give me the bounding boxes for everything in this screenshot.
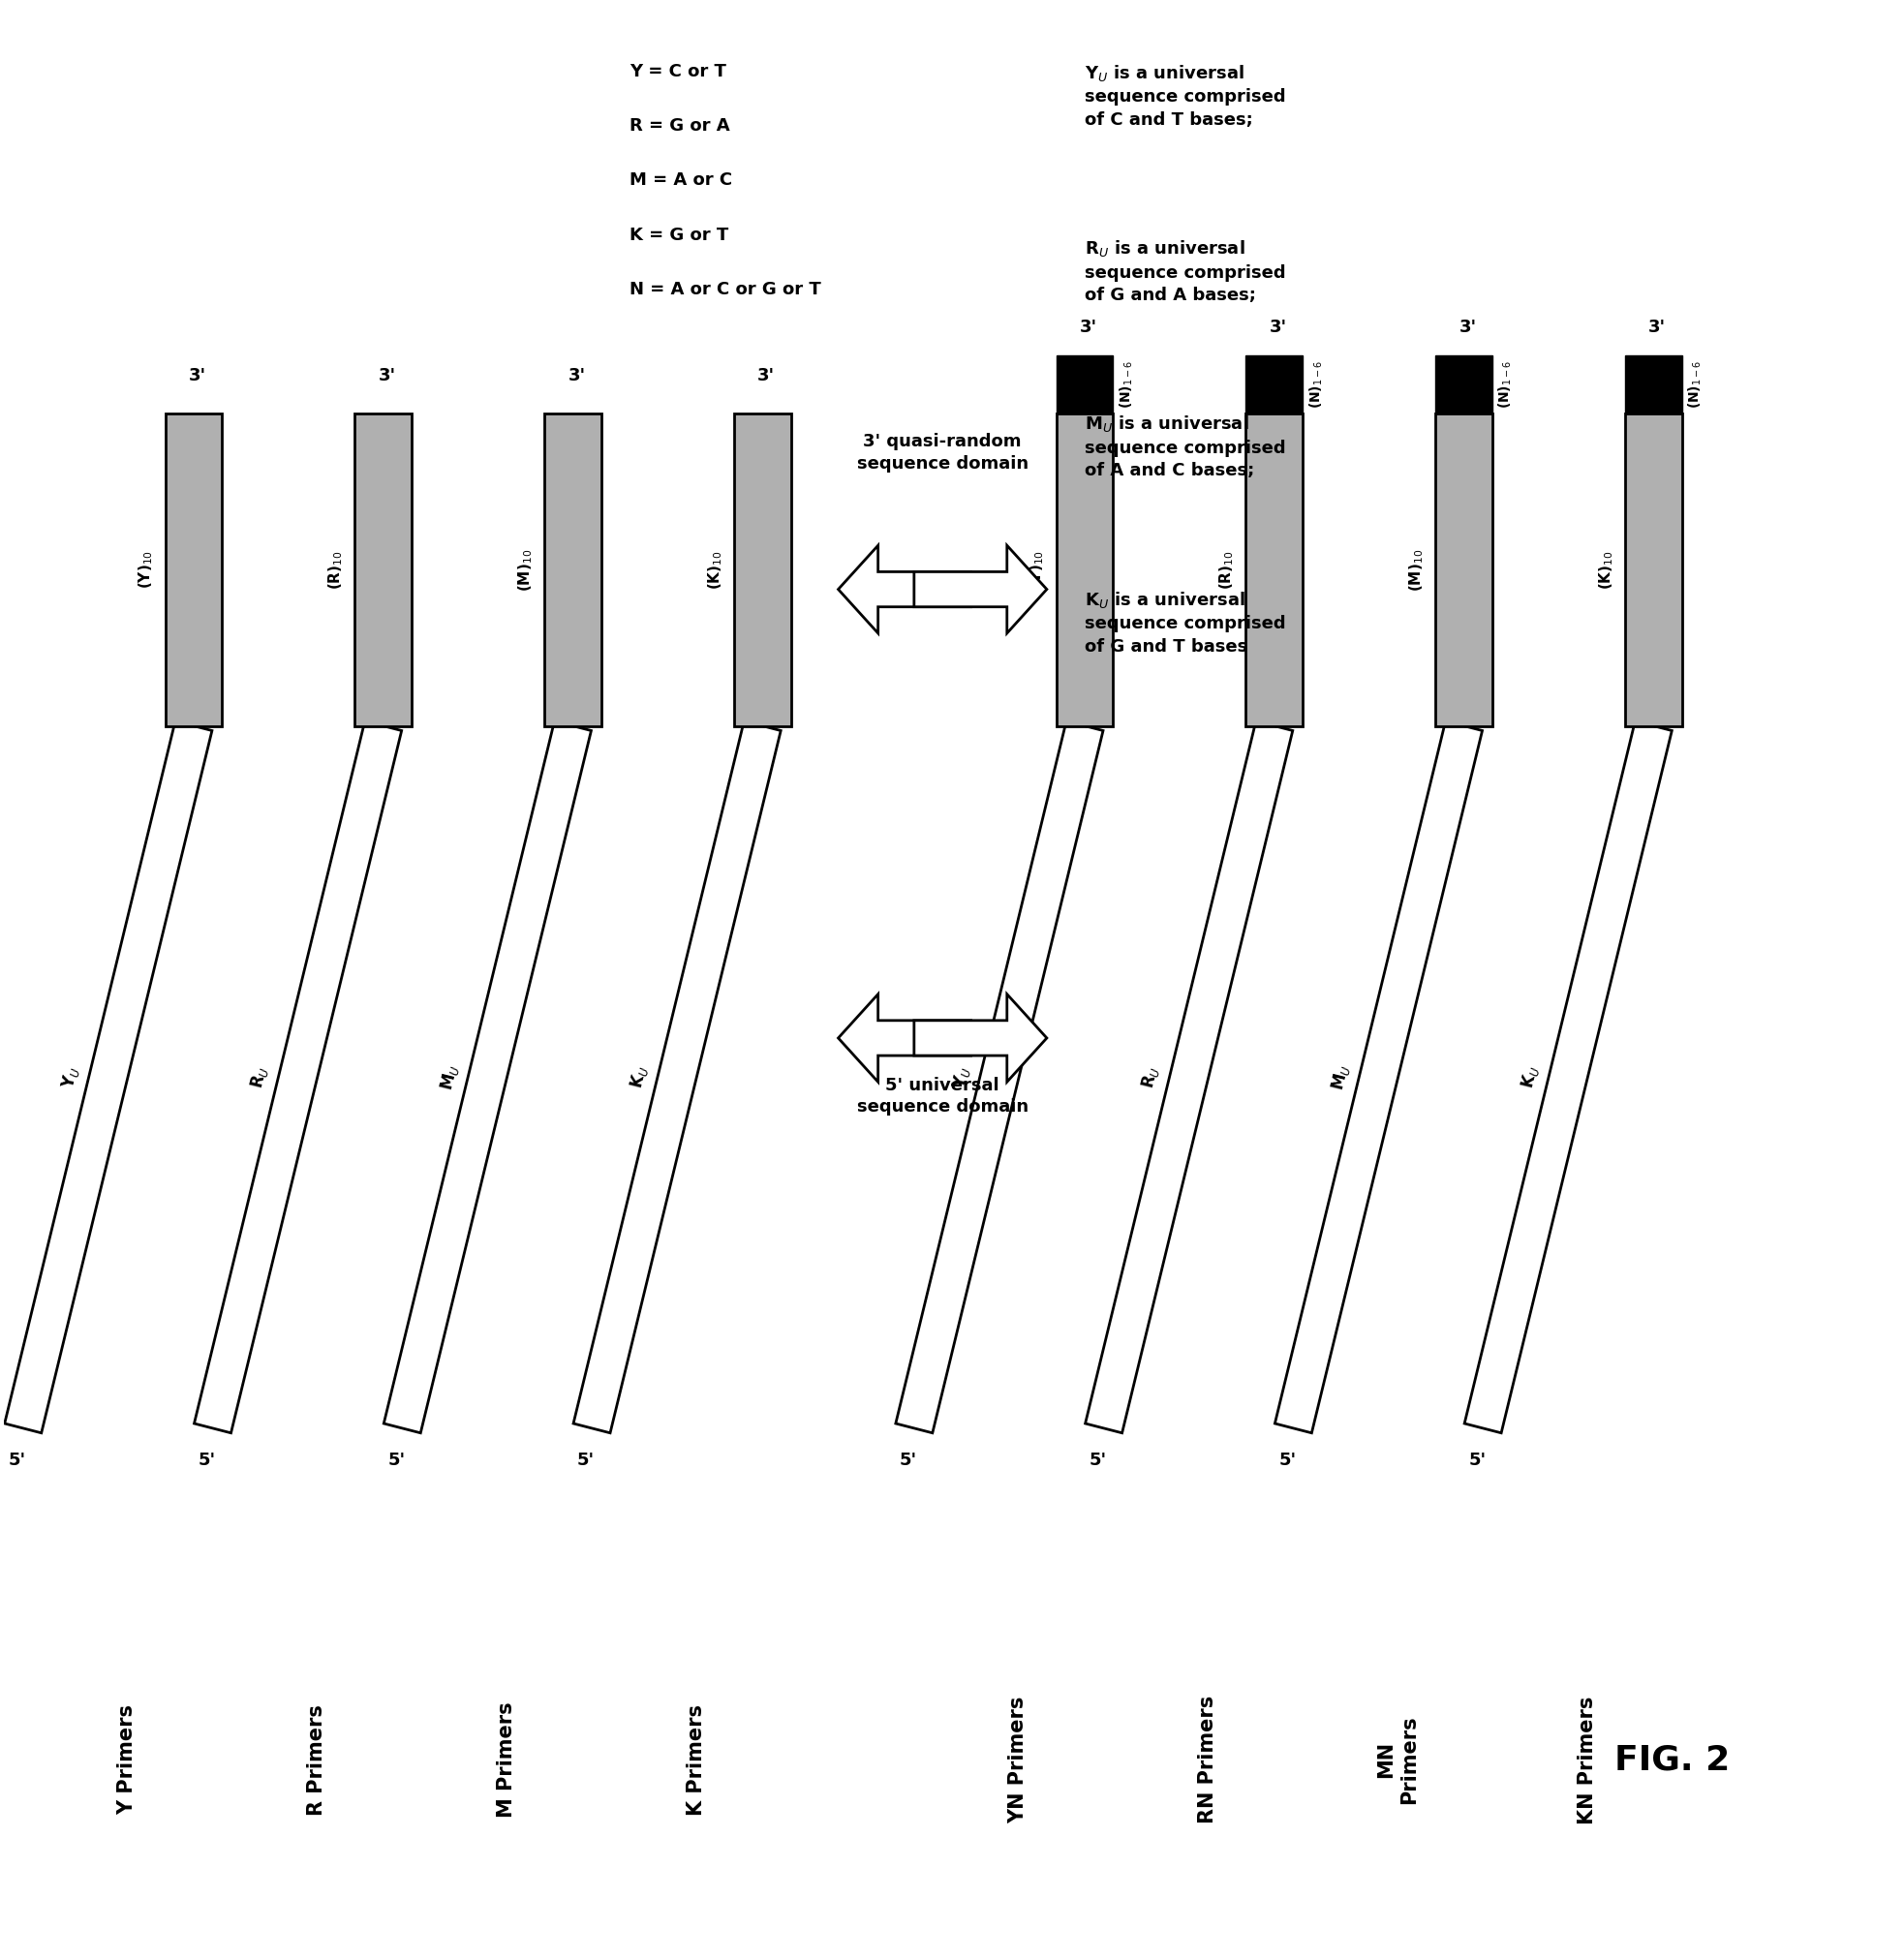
Text: 5': 5' bbox=[1468, 1452, 1485, 1469]
Text: K$_U$: K$_U$ bbox=[626, 1064, 651, 1091]
Text: (N)$_{1-6}$: (N)$_{1-6}$ bbox=[1497, 360, 1514, 409]
Text: 3': 3' bbox=[758, 366, 775, 384]
Text: N = A or C or G or T: N = A or C or G or T bbox=[630, 280, 821, 298]
Polygon shape bbox=[733, 413, 790, 727]
Text: 5': 5' bbox=[1089, 1452, 1106, 1469]
Text: K$_U$: K$_U$ bbox=[1517, 1064, 1542, 1091]
Polygon shape bbox=[914, 545, 1047, 633]
Text: Y$_U$ is a universal
sequence comprised
of C and T bases;: Y$_U$ is a universal sequence comprised … bbox=[1085, 63, 1285, 129]
Polygon shape bbox=[838, 545, 971, 633]
Text: 3': 3' bbox=[379, 366, 396, 384]
Polygon shape bbox=[194, 721, 402, 1432]
Text: RN Primers: RN Primers bbox=[1198, 1696, 1219, 1824]
Text: (N)$_{1-6}$: (N)$_{1-6}$ bbox=[1687, 360, 1704, 409]
Text: (R)$_{10}$: (R)$_{10}$ bbox=[327, 550, 345, 590]
Text: Y$_U$: Y$_U$ bbox=[950, 1064, 973, 1089]
Text: M = A or C: M = A or C bbox=[630, 172, 733, 190]
Text: Y$_U$: Y$_U$ bbox=[59, 1064, 82, 1089]
Text: K Primers: K Primers bbox=[685, 1704, 706, 1816]
Polygon shape bbox=[1057, 355, 1114, 413]
Polygon shape bbox=[166, 413, 223, 727]
Text: (M)$_{10}$: (M)$_{10}$ bbox=[1407, 549, 1426, 592]
Text: (N)$_{1-6}$: (N)$_{1-6}$ bbox=[1118, 360, 1135, 409]
Text: R$_U$: R$_U$ bbox=[1139, 1064, 1163, 1091]
Polygon shape bbox=[573, 721, 781, 1432]
Text: 5': 5' bbox=[899, 1452, 918, 1469]
Text: MN
Primers: MN Primers bbox=[1377, 1716, 1418, 1804]
Polygon shape bbox=[385, 721, 592, 1432]
Polygon shape bbox=[1624, 413, 1681, 727]
Text: K = G or T: K = G or T bbox=[630, 227, 729, 243]
Text: M$_U$ is a universal
sequence comprised
of A and C bases;: M$_U$ is a universal sequence comprised … bbox=[1085, 413, 1285, 480]
Text: (Y)$_{10}$: (Y)$_{10}$ bbox=[1028, 550, 1047, 590]
Text: M Primers: M Primers bbox=[497, 1702, 516, 1818]
Text: Y Primers: Y Primers bbox=[118, 1704, 137, 1816]
Text: Y = C or T: Y = C or T bbox=[630, 63, 727, 80]
Text: (K)$_{10}$: (K)$_{10}$ bbox=[706, 550, 724, 590]
Text: (R)$_{10}$: (R)$_{10}$ bbox=[1219, 550, 1236, 590]
Text: 5': 5' bbox=[8, 1452, 27, 1469]
Text: 5': 5' bbox=[198, 1452, 215, 1469]
Polygon shape bbox=[1436, 355, 1493, 413]
Polygon shape bbox=[1624, 355, 1681, 413]
Text: 3': 3' bbox=[1080, 317, 1097, 335]
Text: 3': 3' bbox=[1649, 317, 1666, 335]
Polygon shape bbox=[1276, 721, 1483, 1432]
Polygon shape bbox=[1085, 721, 1293, 1432]
Text: YN Primers: YN Primers bbox=[1009, 1696, 1028, 1824]
Text: 3': 3' bbox=[567, 366, 585, 384]
Text: (N)$_{1-6}$: (N)$_{1-6}$ bbox=[1308, 360, 1325, 409]
Text: K$_U$ is a universal
sequence comprised
of G and T bases: K$_U$ is a universal sequence comprised … bbox=[1085, 590, 1285, 656]
Text: 5' universal
sequence domain: 5' universal sequence domain bbox=[857, 1077, 1028, 1117]
Polygon shape bbox=[1436, 413, 1493, 727]
Polygon shape bbox=[895, 721, 1102, 1432]
Text: R$_U$: R$_U$ bbox=[248, 1064, 272, 1091]
Polygon shape bbox=[1245, 413, 1302, 727]
Text: 3': 3' bbox=[1458, 317, 1476, 335]
Polygon shape bbox=[545, 413, 602, 727]
Text: 5': 5' bbox=[388, 1452, 406, 1469]
Text: R Primers: R Primers bbox=[307, 1704, 327, 1816]
Polygon shape bbox=[1057, 413, 1114, 727]
Text: 3': 3' bbox=[1270, 317, 1287, 335]
Text: R = G or A: R = G or A bbox=[630, 118, 729, 135]
Text: KN Primers: KN Primers bbox=[1577, 1696, 1597, 1824]
Polygon shape bbox=[354, 413, 411, 727]
Text: 3' quasi-random
sequence domain: 3' quasi-random sequence domain bbox=[857, 433, 1028, 472]
Polygon shape bbox=[1245, 355, 1302, 413]
Text: R$_U$ is a universal
sequence comprised
of G and A bases;: R$_U$ is a universal sequence comprised … bbox=[1085, 239, 1285, 304]
Polygon shape bbox=[4, 721, 211, 1432]
Text: (M)$_{10}$: (M)$_{10}$ bbox=[516, 549, 535, 592]
Text: (Y)$_{10}$: (Y)$_{10}$ bbox=[137, 550, 156, 590]
Text: FIG. 2: FIG. 2 bbox=[1615, 1744, 1731, 1777]
Text: 5': 5' bbox=[577, 1452, 594, 1469]
Text: (K)$_{10}$: (K)$_{10}$ bbox=[1597, 550, 1615, 590]
Polygon shape bbox=[1464, 721, 1672, 1432]
Polygon shape bbox=[914, 993, 1047, 1081]
Text: M$_U$: M$_U$ bbox=[438, 1062, 463, 1091]
Text: 5': 5' bbox=[1279, 1452, 1297, 1469]
Polygon shape bbox=[838, 993, 971, 1081]
Text: M$_U$: M$_U$ bbox=[1329, 1062, 1354, 1091]
Text: 3': 3' bbox=[188, 366, 206, 384]
